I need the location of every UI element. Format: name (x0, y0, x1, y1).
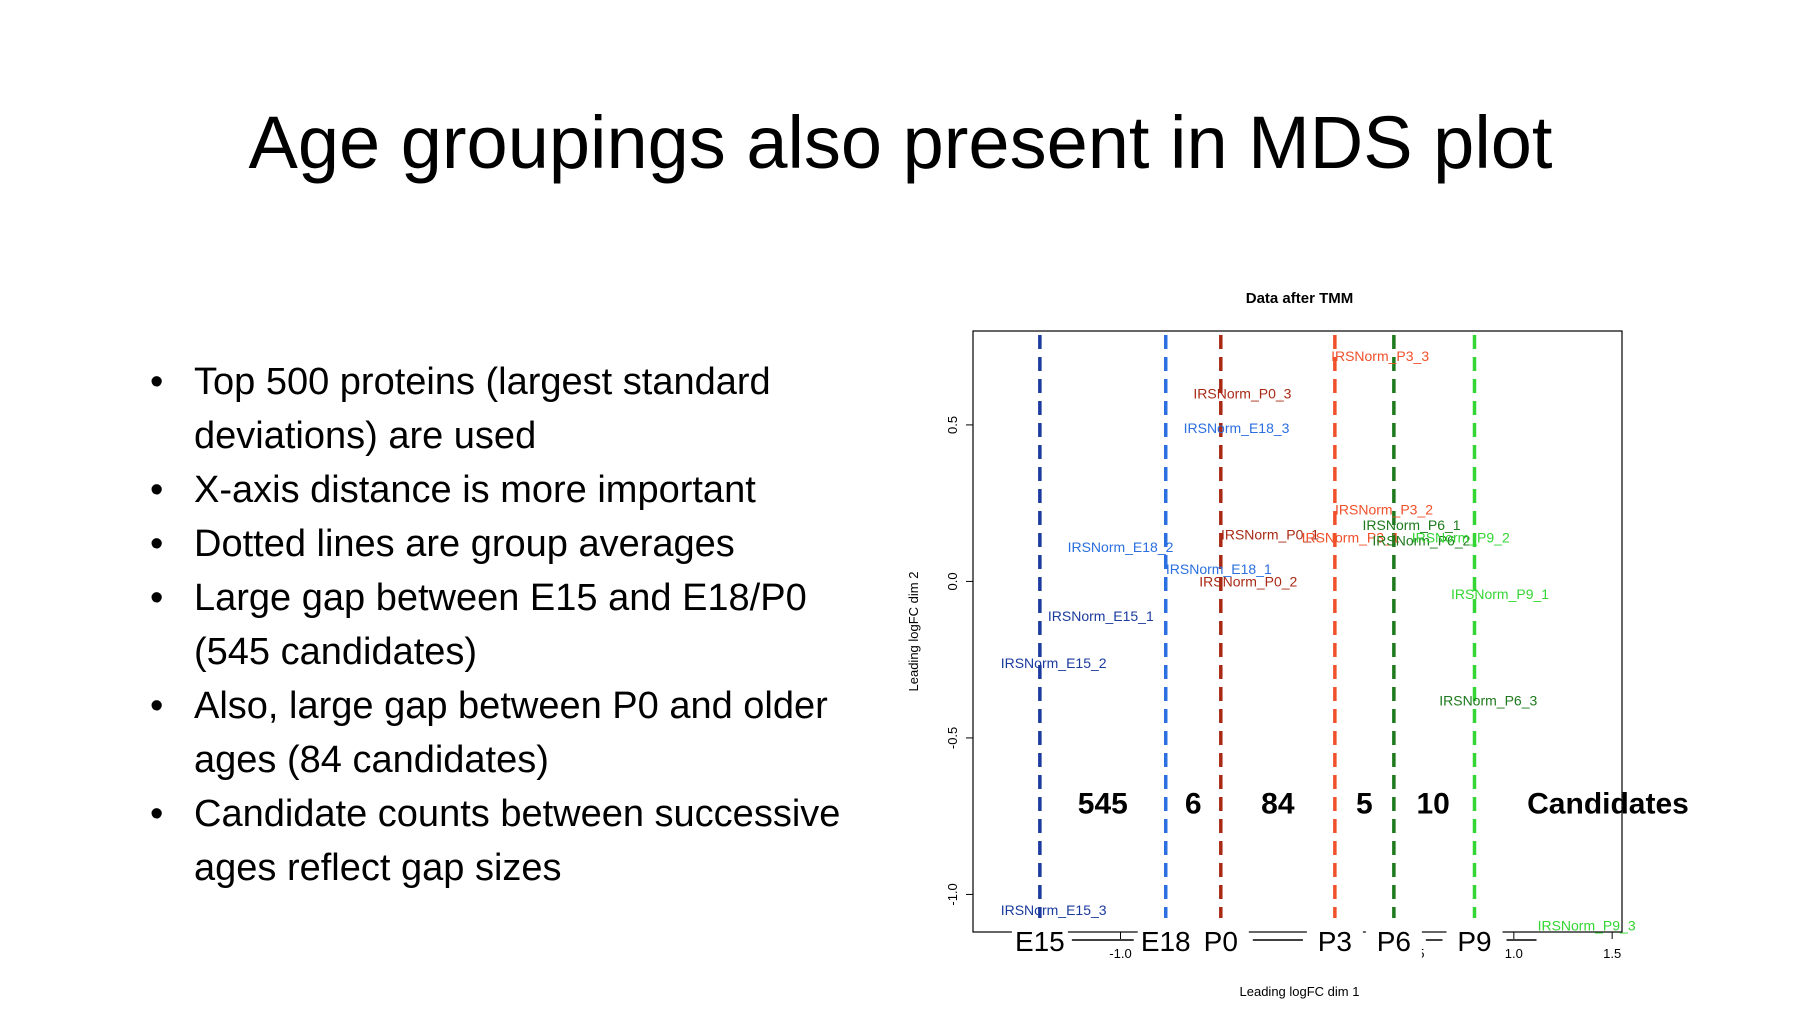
bullet-text: Candidate counts between successive ages… (194, 793, 841, 889)
age-label: P0 (1204, 926, 1238, 957)
point-label: IRSNorm_E15_1 (1048, 608, 1154, 624)
slide-title: Age groupings also present in MDS plot (248, 101, 1553, 184)
bullet-item: • Top 500 proteins (largest standard devi… (150, 355, 870, 463)
point-label: IRSNorm_E15_2 (1001, 655, 1107, 671)
bullet-dot: • (150, 469, 164, 511)
age-label: P6 (1377, 926, 1411, 957)
point-label: IRSNorm_P9_2 (1412, 530, 1510, 546)
point-label: IRSNorm_P9_3 (1538, 918, 1636, 934)
bullet-dot: • (150, 523, 164, 565)
age-label: E18 (1141, 926, 1191, 957)
age-label-bg (1306, 918, 1363, 958)
gap-count-label: 5 (1356, 788, 1373, 821)
age-label-bg (1137, 918, 1194, 958)
bullet-item: • X-axis distance is more important (150, 463, 870, 517)
candidates-label: Candidates (1527, 788, 1689, 821)
x-tick-label: -1.0 (1109, 946, 1131, 961)
gap-count-label: 10 (1417, 788, 1450, 821)
bullet-text: Dotted lines are group averages (194, 523, 735, 565)
bullet-dot: • (150, 685, 164, 727)
age-label-bg (1446, 918, 1503, 958)
point-label: IRSNorm_P0_1 (1221, 526, 1319, 542)
chart-title: Data after TMM (1246, 290, 1354, 307)
point-label: IRSNorm_P3_1 (1302, 530, 1400, 546)
point-label: IRSNorm_P0_2 (1199, 573, 1297, 589)
bullet-text: Also, large gap between P0 and older age… (194, 685, 828, 781)
bullet-dot: • (150, 577, 164, 619)
age-label-bg (1365, 918, 1422, 958)
bullet-dot: • (150, 361, 164, 403)
point-label: IRSNorm_P3_3 (1331, 348, 1429, 364)
point-label: IRSNorm_P9_1 (1451, 586, 1549, 602)
bullet-list: • Top 500 proteins (largest standard devi… (150, 355, 870, 895)
bullet-item: • Large gap between E15 and E18/P0 (545 c… (150, 571, 870, 679)
point-label: IRSNorm_P6_3 (1439, 692, 1537, 708)
y-tick-label: -0.5 (945, 727, 960, 749)
gap-count-label: 545 (1078, 788, 1128, 821)
point-label: IRSNorm_E18_2 (1068, 539, 1174, 555)
bullet-text: Top 500 proteins (largest standard devia… (194, 361, 771, 457)
bullet-item: • Dotted lines are group averages (150, 517, 870, 571)
plot-frame (972, 330, 1623, 933)
bullet-text: X-axis distance is more important (194, 469, 756, 511)
bullet-dot: • (150, 793, 164, 835)
age-label: E15 (1015, 926, 1065, 957)
age-label: P9 (1457, 926, 1491, 957)
age-label-bg (1192, 918, 1249, 958)
point-label: IRSNorm_E15_3 (1001, 902, 1107, 918)
gap-count-label: 84 (1261, 788, 1295, 821)
point-label: IRSNorm_P3_2 (1335, 501, 1433, 517)
gap-count-label: 6 (1185, 788, 1202, 821)
point-label: IRSNorm_E18_1 (1166, 561, 1272, 577)
y-axis-label: Leading logFC dim 2 (906, 572, 921, 692)
x-axis-label: Leading logFC dim 1 (1240, 984, 1360, 999)
y-tick-label: -1.0 (945, 883, 960, 905)
y-tick-label: 0.0 (945, 572, 960, 590)
age-label-bg (1011, 918, 1068, 958)
point-label: IRSNorm_P6_2 (1372, 533, 1470, 549)
bullet-item: • Candidate counts between successive age… (150, 787, 870, 895)
point-label: IRSNorm_E18_3 (1184, 420, 1290, 436)
x-tick-label: 1.5 (1603, 946, 1621, 961)
x-tick-label: 1.0 (1505, 946, 1523, 961)
bullet-item: • Also, large gap between P0 and older ag… (150, 679, 870, 787)
bullet-text: Large gap between E15 and E18/P0 (545 ca… (194, 577, 807, 673)
age-label: P3 (1318, 926, 1352, 957)
point-label: IRSNorm_P0_3 (1193, 386, 1291, 402)
point-label: IRSNorm_P6_1 (1363, 517, 1461, 533)
y-tick-label: 0.5 (945, 416, 960, 434)
